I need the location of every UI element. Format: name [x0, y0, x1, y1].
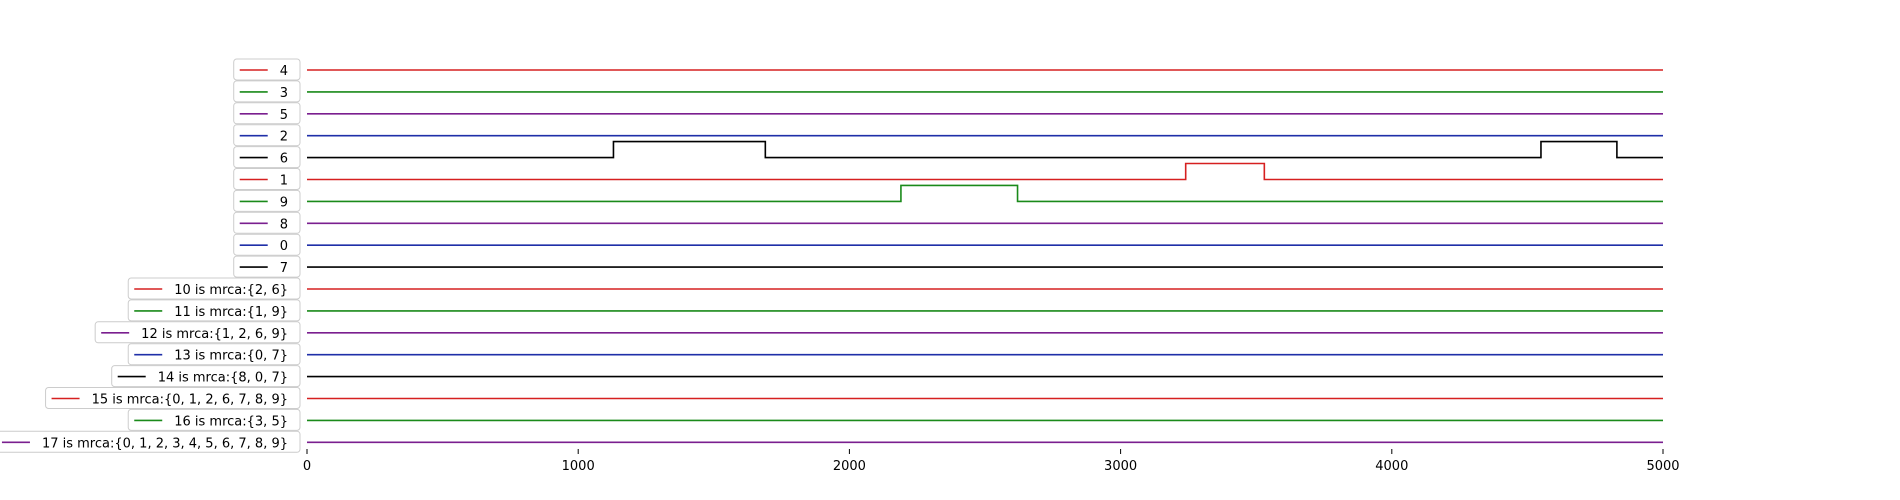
track-2-legend-label: 5	[280, 108, 288, 123]
x-tick-label-2: 2000	[833, 459, 866, 474]
track-8-legend-label: 0	[280, 239, 288, 254]
track-4-line	[307, 140, 1663, 159]
track-12-legend-label: 12 is mrca:{1, 2, 6, 9}	[141, 327, 288, 342]
track-4-legend-label: 6	[280, 152, 288, 167]
track-16-legend-label: 16 is mrca:{3, 5}	[174, 414, 288, 429]
x-tick-label-5: 5000	[1646, 459, 1679, 474]
track-10-legend-label: 10 is mrca:{2, 6}	[174, 283, 288, 298]
x-tick-label-1: 1000	[562, 459, 595, 474]
track-11-legend-label: 11 is mrca:{1, 9}	[174, 305, 288, 320]
track-13-legend-label: 13 is mrca:{0, 7}	[174, 349, 288, 364]
x-tick-label-4: 4000	[1375, 459, 1408, 474]
track-15-legend-box	[45, 387, 301, 409]
track-17-legend-label: 17 is mrca:{0, 1, 2, 3, 4, 5, 6, 7, 8, 9…	[42, 436, 288, 451]
track-5-line	[307, 162, 1663, 181]
track-17-legend-box	[0, 430, 301, 453]
track-14-legend-box	[111, 365, 301, 388]
track-5-legend-label: 1	[280, 174, 288, 189]
track-14-legend-label: 14 is mrca:{8, 0, 7}	[158, 371, 288, 386]
track-16-legend-box	[127, 408, 301, 431]
x-tick-label-3: 3000	[1104, 459, 1137, 474]
track-1-legend-label: 3	[280, 86, 288, 101]
track-12-legend-box	[94, 321, 301, 344]
track-15-legend-label: 15 is mrca:{0, 1, 2, 6, 7, 8, 9}	[92, 393, 288, 408]
track-11-legend-box	[127, 299, 301, 322]
track-9-legend-label: 7	[280, 261, 288, 276]
x-tick-label-0: 0	[303, 459, 311, 474]
track-0-legend-label: 4	[280, 64, 288, 79]
track-7-legend-label: 8	[280, 217, 288, 232]
track-10-legend-box	[127, 277, 301, 300]
track-3-legend-label: 2	[280, 130, 288, 145]
track-6-line	[307, 184, 1663, 203]
track-13-legend-box	[127, 343, 301, 366]
track-6-legend-label: 9	[280, 195, 288, 210]
